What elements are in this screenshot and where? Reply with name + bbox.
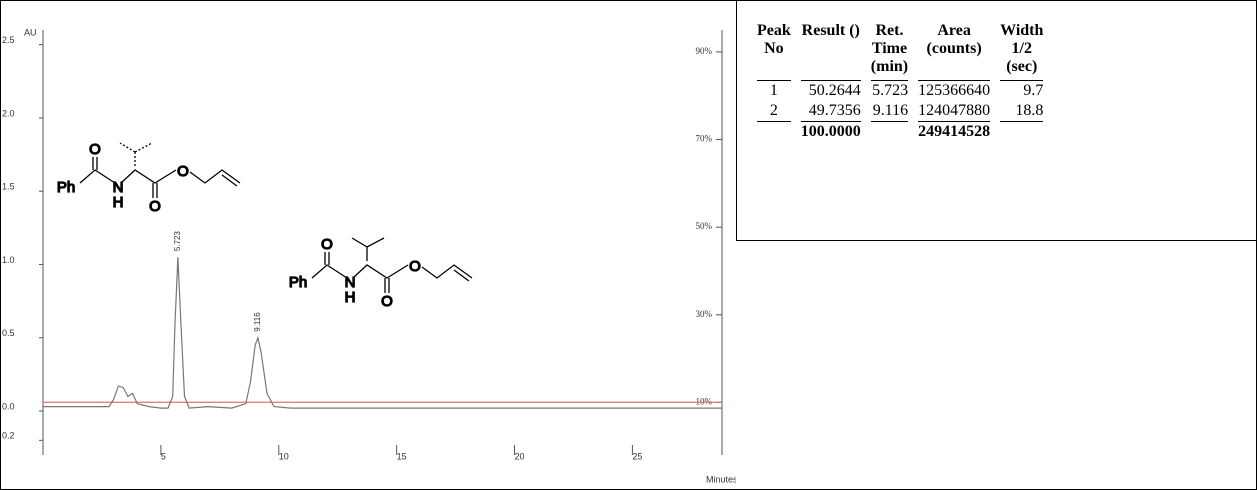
cell: 1 — [769, 82, 778, 99]
x-tick-label: 10 — [279, 451, 289, 461]
cell: 50.2644 — [808, 82, 861, 99]
y2-tick-label: 30% — [696, 309, 713, 319]
header-text: Area — [937, 22, 971, 39]
header-text: Result () — [801, 22, 860, 39]
atom: H — [113, 194, 124, 211]
header-text: Time — [871, 40, 908, 57]
header-cell: Width 1/2 (sec) — [1000, 22, 1044, 81]
cell — [757, 122, 791, 142]
atom: O — [409, 258, 421, 275]
header-row: Peak No Result () Ret. Time (min) Area (counts)… — [757, 22, 1044, 81]
total-cell: 100.0000 — [800, 123, 861, 140]
cell: 2 — [757, 101, 791, 122]
y2-tick-label: 70% — [696, 134, 713, 144]
y-tick-label: 0.5 — [2, 328, 15, 338]
peak-label: 5.723 — [173, 231, 182, 252]
atom: O — [177, 163, 189, 180]
structure-1: O Ph N H O O — [56, 140, 241, 216]
bonds — [79, 157, 241, 198]
header-text: Peak — [757, 22, 791, 39]
atom: H — [345, 289, 356, 306]
x-tick-label: 20 — [515, 451, 525, 461]
row: 1 50.2644 5.723 125366640 9.7 — [757, 81, 1044, 101]
x-tick-label: 5 — [161, 451, 166, 461]
header-text: (sec) — [1006, 58, 1038, 75]
chart: AU Minutes O Ph N H O O O Ph N H O O 2.5… — [2, 27, 736, 484]
cell: 9.7 — [1023, 82, 1044, 99]
y-tick-label: 1.0 — [2, 255, 15, 265]
y2-tick-label: 50% — [696, 221, 713, 231]
x-tick-label: 15 — [397, 451, 407, 461]
atom: N — [113, 179, 124, 196]
y-tick-label: 0.2 — [2, 431, 15, 441]
atom: Ph — [289, 274, 307, 291]
cell: 125366640 — [918, 82, 991, 99]
results-table: Peak No Result () Ret. Time (min) Area (counts)… — [736, 0, 1257, 241]
header-text: Ret. — [875, 22, 904, 39]
header-cell: Ret. Time (min) — [870, 22, 909, 81]
total-cell: 249414528 — [918, 123, 991, 140]
header-text: Width — [1000, 22, 1044, 39]
y-tick-label: 1.5 — [2, 182, 15, 192]
header-text: 1/2 — [1011, 40, 1032, 57]
header-text: (min) — [870, 58, 909, 75]
totals-row: 100.0000 249414528 — [757, 122, 1043, 142]
bonds — [311, 237, 473, 293]
structure-2: O Ph N H O O — [288, 235, 473, 311]
bonds — [119, 142, 153, 166]
peak-label: 9.116 — [253, 312, 262, 332]
header-text: No — [764, 40, 784, 57]
row: 2 49.7356 9.116 124047880 18.8 — [757, 101, 1044, 122]
x-axis-label: Minutes — [706, 474, 736, 484]
y-axis-label: AU — [24, 27, 37, 37]
y2-tick-label: 90% — [696, 46, 713, 56]
atom: N — [345, 274, 356, 291]
atom: O — [149, 198, 161, 215]
atom: Ph — [57, 179, 75, 196]
cell: 9.116 — [870, 101, 909, 122]
atom: O — [89, 141, 101, 158]
header-cell: Peak No — [757, 22, 791, 81]
cell: 18.8 — [1000, 101, 1044, 122]
cell: 5.723 — [872, 82, 909, 99]
header-text: (counts) — [926, 40, 982, 57]
cell — [1000, 122, 1043, 142]
y-tick-label: 0.0 — [2, 401, 15, 411]
y2-tick-label: 10% — [696, 396, 713, 406]
table: Peak No Result () Ret. Time (min) Area (counts)… — [747, 22, 1053, 142]
trace — [43, 257, 722, 409]
header-cell: Area (counts) — [918, 22, 991, 81]
header-cell: Result () — [800, 22, 861, 81]
y-tick-label: 2.0 — [2, 108, 15, 118]
cell — [871, 122, 908, 142]
atom: O — [381, 293, 393, 310]
atom: O — [321, 236, 333, 253]
y-tick-label: 2.5 — [2, 35, 15, 45]
x-tick-label: 25 — [632, 451, 642, 461]
cell: 49.7356 — [800, 101, 861, 122]
cell: 124047880 — [918, 101, 991, 122]
